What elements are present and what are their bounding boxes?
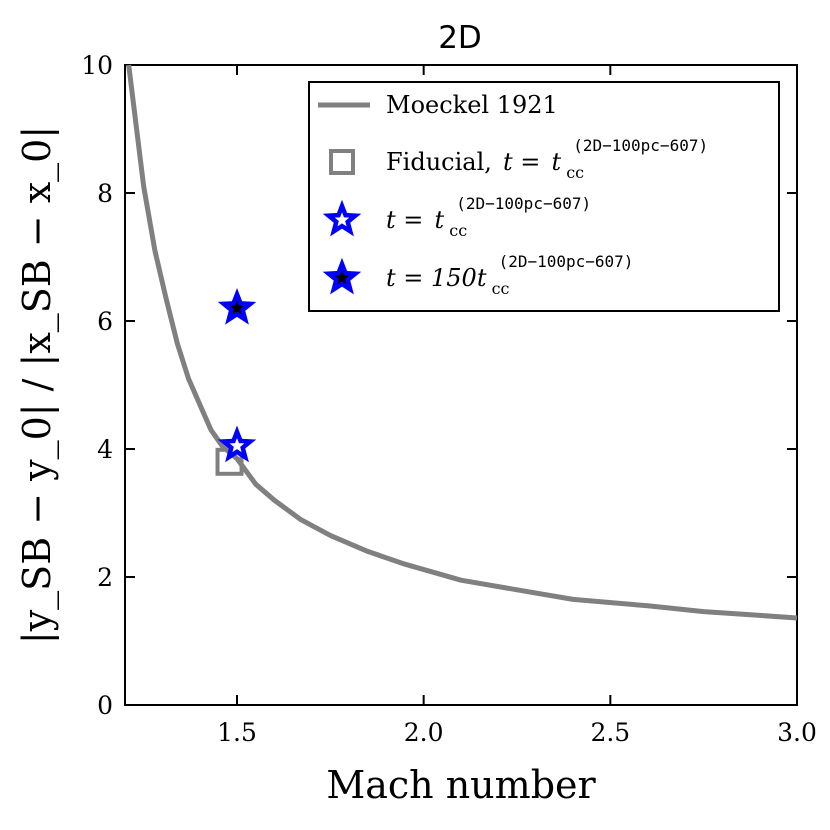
chart-title: 2D (438, 20, 482, 56)
legend-label-fiducial: Fiducial, t = t cc (2D−100pc−607) (386, 136, 708, 182)
x-tick-label: 1.5 (217, 718, 257, 747)
y-tick-label: 6 (97, 307, 113, 336)
y-axis-ticks: 0 2 4 6 8 10 (81, 51, 797, 720)
x-tick-label: 2.5 (590, 718, 630, 747)
y-tick-label: 8 (97, 179, 113, 208)
moeckel-curve (126, 64, 798, 621)
y-tick-label: 0 (97, 691, 113, 720)
svg-text:|y_SB − y_0| / |x_SB − x_0|: |y_SB − y_0| / |x_SB − x_0| (15, 126, 60, 644)
legend-box (308, 81, 780, 312)
y-tick-label: 4 (97, 435, 113, 464)
filled-star-marker (217, 287, 257, 325)
legend-marker-fiducial (329, 149, 355, 175)
legend-label-filled-star: t = 150t cc (2D−100pc−607) (386, 252, 633, 298)
legend-marker-filled-star (322, 257, 362, 295)
x-axis-ticks: 1.5 2.0 2.5 3.0 (217, 65, 817, 747)
x-axis-label: Mach number (326, 763, 596, 807)
y-axis-label: |y_SB − y_0| / |x_SB − x_0| (15, 126, 60, 644)
legend-label-moeckel: Moeckel 1921 (386, 91, 558, 119)
open-star-marker (217, 425, 257, 463)
y-tick-label: 2 (97, 563, 113, 592)
plot-area (124, 64, 798, 706)
x-tick-label: 2.0 (404, 718, 444, 747)
y-tick-label: 10 (81, 51, 113, 80)
legend-label-open-star: t = t cc (2D−100pc−607) (386, 194, 591, 240)
legend-marker-open-star (322, 199, 362, 237)
x-tick-label: 3.0 (777, 718, 817, 747)
legend: Moeckel 1921 Fiducial, t = t cc (2D−100p… (308, 81, 780, 312)
markers (215, 287, 257, 476)
